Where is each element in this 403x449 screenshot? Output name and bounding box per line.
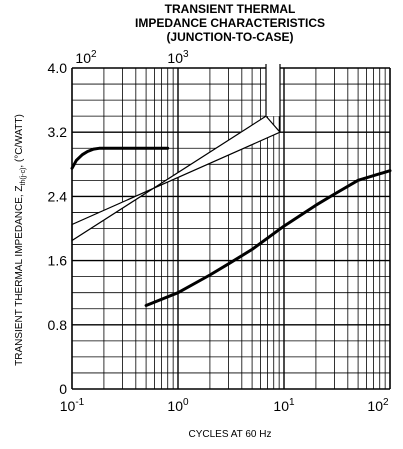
- y-tick-label: 1.6: [48, 253, 68, 269]
- x-tick-bottom-label-exponent: 1: [289, 397, 295, 408]
- x-tick-bottom-label-base: 10: [367, 398, 383, 414]
- chart-title-line-1: TRANSIENT THERMAL: [165, 2, 296, 16]
- y-tick-label: 2.4: [48, 188, 68, 204]
- axis-break-gap: [266, 64, 280, 117]
- x-tick-bottom-label-base: 10: [167, 398, 183, 414]
- x-tick-bottom-label-base: 10: [60, 398, 76, 414]
- x-tick-bottom-label: 100: [167, 397, 189, 414]
- y-axis-label-unit: , (°C/WATT): [14, 114, 25, 167]
- x-tick-top-label: 102: [75, 49, 97, 66]
- x-tick-bottom-label-exponent: 0: [183, 397, 189, 408]
- x-tick-bottom-label: 102: [367, 397, 389, 414]
- series-line-2: [144, 169, 392, 307]
- x-tick-bottom-label-base: 10: [273, 398, 289, 414]
- plot-grid: [72, 68, 390, 389]
- y-tick-label: 0: [59, 381, 67, 397]
- series-line-1: [70, 146, 170, 170]
- x-tick-top-label-exponent: 3: [183, 49, 189, 60]
- y-axis-label-main: TRANSIENT THERMAL IMPEDANCE, Z: [14, 185, 25, 365]
- x-tick-bottom-label-exponent: -1: [75, 397, 84, 408]
- y-axis-label-subscript: th(j-c): [20, 168, 27, 186]
- axis-break-band: [71, 64, 281, 242]
- chart-title-line-2: IMPEDANCE CHARACTERISTICS: [135, 16, 325, 30]
- x-tick-top-label-base: 10: [167, 50, 183, 66]
- x-tick-top-label-base: 10: [75, 50, 91, 66]
- y-axis-label: TRANSIENT THERMAL IMPEDANCE, Zth(j-c), (…: [14, 114, 27, 366]
- plot-frame: [71, 67, 391, 390]
- x-tick-bottom-label: 101: [273, 397, 295, 414]
- chart-title-line-3: (JUNCTION-TO-CASE): [166, 30, 293, 44]
- data-series: [70, 146, 392, 307]
- y-tick-label: 4.0: [48, 60, 68, 76]
- x-tick-top-label-exponent: 2: [91, 49, 97, 60]
- x-tick-top-label: 103: [167, 49, 189, 66]
- x-axis-label: CYCLES AT 60 Hz: [189, 429, 272, 440]
- x-tick-bottom-label: 10-1: [60, 397, 85, 414]
- y-tick-label: 0.8: [48, 317, 68, 333]
- y-tick-label: 3.2: [48, 124, 68, 140]
- axis-break-band-shape: [71, 115, 281, 242]
- x-tick-bottom-label-exponent: 2: [383, 397, 389, 408]
